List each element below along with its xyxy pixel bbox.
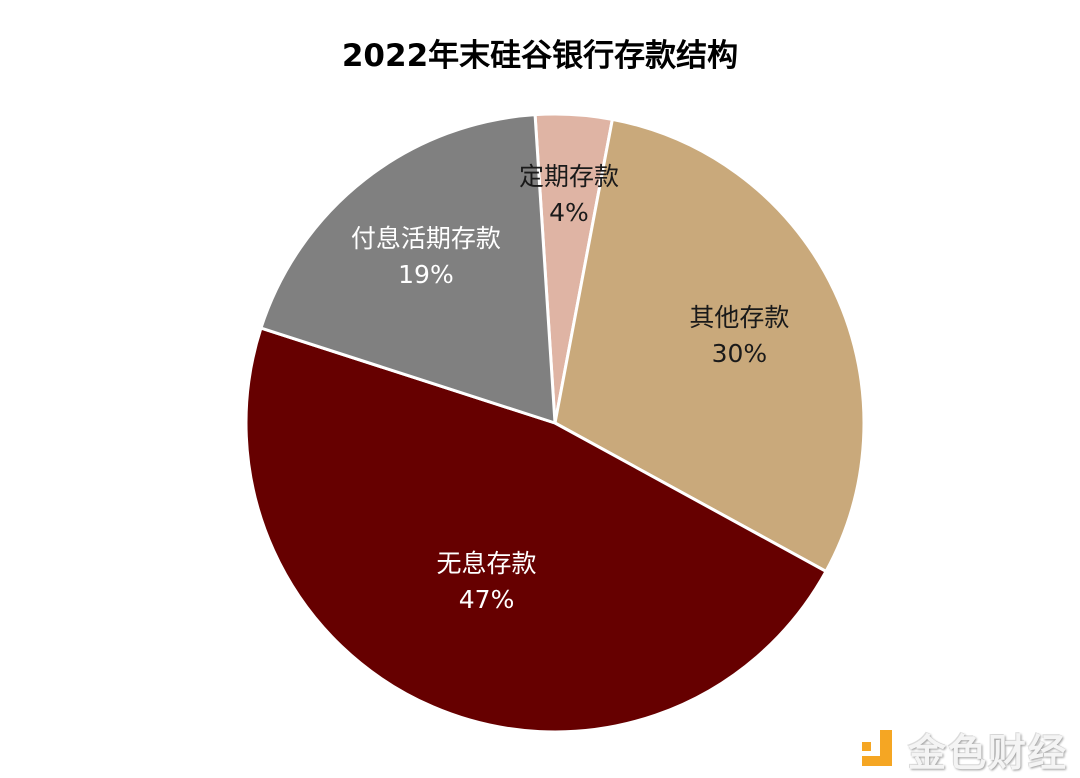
jinse-logo-icon [858,729,898,770]
pie-slice [259,113,557,426]
chart-title: 2022年末硅谷银行存款结构 [341,38,739,74]
slice-label: 付息活期存款 19% [351,221,501,293]
slice-percent: 47% [458,584,515,614]
slice-percent: 19% [398,260,454,290]
watermark-text: 金色财经 [908,731,1069,775]
slice-percent: 4% [549,197,589,227]
slice-label: 定期存款 4% [519,159,619,231]
slice-name: 其他存款 [689,302,790,332]
slice-name: 定期存款 [518,161,619,191]
pie-slice [553,117,866,574]
watermark-logo: 金色财经 [858,722,1068,777]
slice-label: 其他存款 30% [689,300,789,372]
slice-label: 无息存款 47% [437,546,537,618]
pie-slice [244,326,829,734]
slice-percent: 30% [711,338,768,368]
slice-name: 付息活期存款 [350,224,501,254]
slice-name: 无息存款 [436,548,537,578]
